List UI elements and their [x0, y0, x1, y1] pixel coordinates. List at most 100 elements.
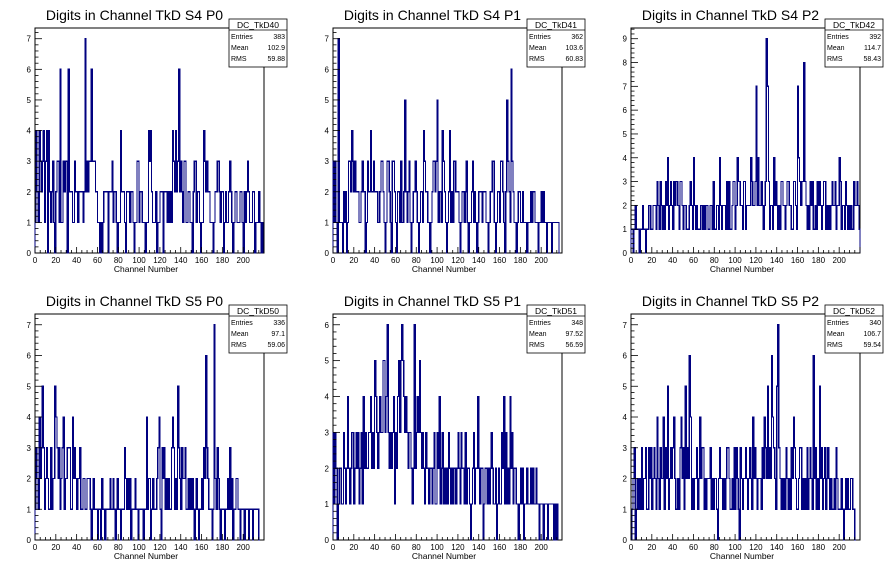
y-tick-label: 2: [27, 475, 32, 484]
x-tick-label: 20: [349, 543, 358, 552]
histogram-series: [34, 38, 264, 254]
x-tick-label: 140: [174, 256, 188, 265]
x-tick-label: 0: [629, 256, 634, 265]
x-tick-label: 40: [370, 543, 379, 552]
x-tick-label: 200: [237, 543, 251, 552]
x-tick-label: 160: [493, 256, 507, 265]
x-tick-label: 40: [370, 256, 379, 265]
y-tick-label: 2: [27, 188, 32, 197]
x-axis-label: Channel Number: [710, 264, 774, 274]
stats-rms-value: 56.59: [565, 342, 583, 349]
stats-box: DC_TkD52 Entries 340 Mean 106.7 RMS 59.54: [824, 304, 884, 354]
stats-mean-value: 97.52: [565, 331, 583, 338]
stats-entries-value: 392: [869, 34, 881, 41]
y-tick-label: 1: [27, 505, 32, 514]
stats-mean-value: 106.7: [863, 331, 881, 338]
histogram-panel-5: Digits in Channel TkD S5 P10 20 40 60 80 100 1…: [325, 293, 586, 561]
y-tick-label: 5: [27, 96, 32, 105]
x-tick-label: 140: [472, 543, 486, 552]
x-tick-label: 20: [51, 256, 60, 265]
x-axis-label: Channel Number: [710, 551, 774, 561]
y-tick-label: 1: [325, 500, 330, 509]
stats-entries-value: 348: [571, 320, 583, 327]
x-tick-label: 120: [749, 543, 763, 552]
x-axis-label: Channel Number: [114, 264, 178, 274]
y-tick-label: 3: [623, 178, 628, 187]
x-tick-label: 200: [833, 543, 847, 552]
x-tick-label: 60: [689, 256, 698, 265]
y-tick-label: 0: [325, 249, 330, 258]
stats-name: DC_TkD50: [237, 306, 279, 316]
x-tick-label: 160: [195, 256, 209, 265]
y-tick-label: 8: [623, 59, 628, 68]
stats-mean-label: Mean: [529, 331, 547, 338]
y-tick-label: 5: [325, 357, 330, 366]
y-tick-label: 2: [623, 201, 628, 210]
y-tick-label: 1: [27, 218, 32, 227]
stats-entries-label: Entries: [827, 320, 849, 327]
x-tick-label: 120: [749, 256, 763, 265]
x-tick-label: 180: [812, 256, 826, 265]
x-tick-label: 140: [472, 256, 486, 265]
x-tick-label: 0: [331, 256, 336, 265]
y-tick-label: 1: [623, 505, 628, 514]
stats-entries-label: Entries: [231, 34, 253, 41]
stats-mean-label: Mean: [529, 45, 547, 52]
x-tick-label: 40: [668, 256, 677, 265]
stats-box-frame: [228, 304, 288, 354]
x-tick-label: 200: [237, 256, 251, 265]
stats-entries-label: Entries: [529, 320, 551, 327]
chart-title: Digits in Channel TkD S4 P2: [642, 7, 819, 23]
stats-box-frame: [526, 18, 586, 68]
y-tick-label: 5: [623, 130, 628, 139]
x-tick-label: 40: [72, 256, 81, 265]
stats-name: DC_TkD41: [535, 20, 577, 30]
stats-mean-label: Mean: [231, 331, 249, 338]
y-tick-label: 7: [27, 35, 32, 44]
stats-name: DC_TkD51: [535, 306, 577, 316]
x-tick-label: 0: [629, 543, 634, 552]
stats-mean-value: 114.7: [864, 45, 881, 52]
stats-entries-label: Entries: [529, 34, 551, 41]
x-tick-label: 60: [93, 256, 102, 265]
y-tick-label: 2: [325, 188, 330, 197]
x-tick-label: 60: [689, 543, 698, 552]
y-tick-label: 5: [623, 382, 628, 391]
x-tick-label: 120: [153, 543, 167, 552]
x-tick-label: 100: [132, 543, 146, 552]
x-tick-label: 140: [770, 256, 784, 265]
x-tick-label: 180: [216, 256, 230, 265]
x-tick-label: 200: [535, 543, 549, 552]
y-tick-label: 4: [27, 127, 32, 136]
x-tick-label: 120: [451, 256, 465, 265]
y-tick-label: 1: [325, 218, 330, 227]
x-tick-label: 100: [430, 543, 444, 552]
chart-title: Digits in Channel TkD S4 P0: [46, 7, 223, 23]
x-tick-label: 160: [791, 256, 805, 265]
y-tick-label: 2: [325, 464, 330, 473]
stats-mean-label: Mean: [231, 45, 249, 52]
stats-box: DC_TkD41 Entries 362 Mean 103.6 RMS 60.83: [526, 18, 586, 68]
x-tick-label: 200: [833, 256, 847, 265]
y-tick-label: 4: [623, 154, 628, 163]
y-tick-label: 9: [623, 35, 628, 44]
x-tick-label: 140: [174, 543, 188, 552]
x-tick-label: 0: [331, 543, 336, 552]
y-tick-label: 1: [623, 225, 628, 234]
stats-rms-value: 60.83: [565, 56, 583, 63]
y-tick-label: 6: [27, 352, 32, 361]
x-axis-label: Channel Number: [412, 551, 476, 561]
stats-name: DC_TkD40: [237, 20, 279, 30]
stats-rms-label: RMS: [827, 56, 843, 63]
histogram-series: [332, 324, 559, 541]
stats-box-frame: [824, 18, 884, 68]
x-axis-label: Channel Number: [412, 264, 476, 274]
x-axis-label: Channel Number: [114, 551, 178, 561]
x-tick-label: 160: [493, 543, 507, 552]
stats-entries-value: 362: [571, 34, 583, 41]
y-tick-label: 2: [623, 475, 628, 484]
x-tick-label: 120: [451, 543, 465, 552]
y-tick-label: 6: [325, 65, 330, 74]
y-tick-label: 0: [27, 536, 32, 545]
